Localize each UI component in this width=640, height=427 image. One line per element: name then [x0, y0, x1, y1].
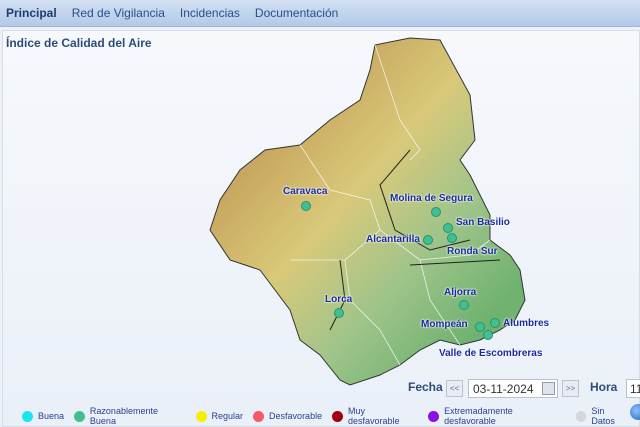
legend: Buena Razonablemente Buena Regular Desfa… [22, 406, 640, 426]
nav-red-de-vigilancia[interactable]: Red de Vigilancia [71, 6, 165, 20]
station-label[interactable]: Aljorra [444, 287, 477, 298]
legend-dot-icon [195, 410, 207, 422]
station-label[interactable]: Ronda Sur [447, 246, 498, 257]
page-title: Índice de Calidad del Aire [6, 36, 152, 50]
legend-label: Extremadamente desfavorable [444, 406, 513, 426]
station-dot-valle-escombreras[interactable] [483, 330, 493, 340]
station-dot-molina[interactable] [431, 207, 441, 217]
legend-label: Desfavorable [269, 411, 323, 421]
legend-dot-icon [332, 410, 343, 422]
hora-select[interactable]: 11 [626, 379, 640, 398]
station-label[interactable]: Caravaca [283, 186, 328, 197]
nav-principal[interactable]: Principal [6, 6, 57, 20]
station-label[interactable]: San Basilio [456, 217, 510, 228]
station-label[interactable]: Valle de Escombreras [439, 348, 543, 359]
date-value: 03-11-2024 [473, 382, 534, 396]
station-label[interactable]: Lorca [325, 294, 353, 305]
prev-date-button[interactable]: << [446, 380, 463, 397]
legend-label: Buena [38, 411, 65, 421]
legend-dot-icon [74, 410, 85, 422]
region-outline [209, 37, 526, 386]
legend-dot-icon [253, 410, 265, 422]
legend-label: Sin Datos [591, 406, 615, 426]
municipal-borders [290, 44, 491, 366]
comarca-borders [329, 149, 501, 331]
fecha-label: Fecha [408, 380, 443, 394]
calendar-icon[interactable] [542, 382, 555, 395]
station-label[interactable]: Mompeán [421, 319, 468, 330]
station-dot-ronda-sur[interactable] [447, 233, 457, 243]
station-dot-aljorra[interactable] [459, 300, 469, 310]
station-label[interactable]: Molina de Segura [390, 193, 473, 204]
legend-dot-icon [575, 410, 587, 422]
main-nav: Principal Red de Vigilancia Incidencias … [0, 0, 640, 27]
nav-documentacion[interactable]: Documentación [254, 6, 339, 20]
legend-label: Razonablemente Buena [89, 406, 158, 426]
station-markers [301, 201, 500, 340]
globe-icon[interactable] [630, 404, 640, 420]
station-dot-lorca[interactable] [334, 308, 344, 318]
next-date-button[interactable]: >> [562, 380, 579, 397]
station-dot-alcantarilla[interactable] [423, 235, 433, 245]
nav-incidencias[interactable]: Incidencias [179, 6, 240, 20]
station-dot-caravaca[interactable] [301, 201, 311, 211]
legend-label: Regular [211, 411, 244, 421]
legend-dot-icon [22, 410, 33, 422]
date-input[interactable]: 03-11-2024 [468, 379, 558, 398]
station-label[interactable]: Alcantarilla [366, 234, 420, 245]
legend-dot-icon [428, 410, 440, 422]
legend-label: Muy desfavorable [347, 406, 400, 426]
station-dot-alumbres[interactable] [490, 318, 500, 328]
hora-label: Hora [590, 380, 618, 394]
station-dot-mompean[interactable] [475, 322, 485, 332]
station-dot-san-basilio[interactable] [443, 223, 453, 233]
station-label[interactable]: Alumbres [503, 318, 550, 329]
